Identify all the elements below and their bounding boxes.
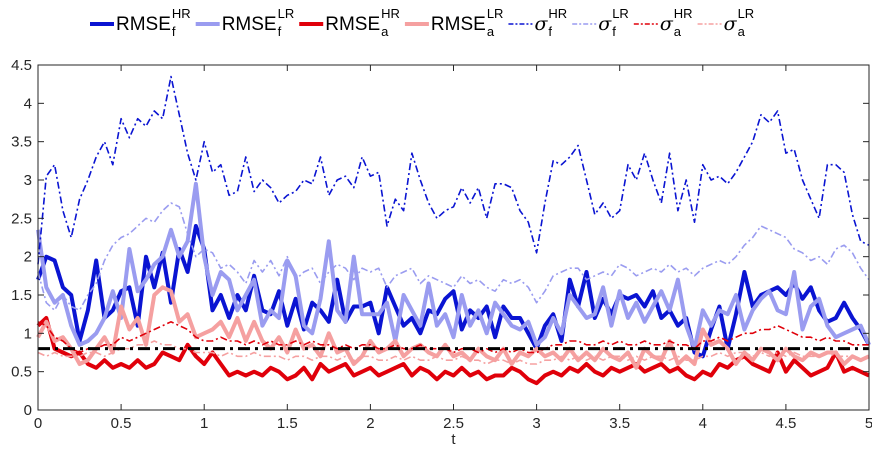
legend-superscript: LR [612,6,629,21]
x-tick-label: 1.5 [277,415,298,432]
series-line-4 [36,285,870,370]
legend-base: RMSE [325,14,380,35]
legend-subscript: f [548,24,552,39]
legend-item-8: σ LR a [697,6,755,39]
legend-superscript: LR [738,6,755,21]
y-tick-label: 4 [24,95,32,112]
series-group [36,75,871,386]
x-tick-label: 5 [865,415,872,432]
legend-base: σ [724,13,738,35]
legend-base: σ [598,13,612,35]
y-tick-label: 3 [24,172,32,189]
x-tick-label: 0 [34,415,42,432]
x-tick-label: 2.5 [443,415,464,432]
legend-item-5: σ HR f [508,6,567,39]
series-line-8 [37,340,870,365]
legend-base: RMSE [222,14,277,35]
series-line-1 [36,224,871,359]
x-tick-label: 4.5 [775,415,796,432]
legend-subscript: f [172,24,176,39]
legend-subscript: a [738,24,746,39]
legend-superscript: HR [548,6,567,21]
x-tick-label: 3 [532,415,540,432]
series-line-6 [37,202,870,312]
legend-subscript: f [612,24,616,39]
legend-base: σ [534,13,548,35]
x-tick-label: 0.5 [111,415,132,432]
legend-subscript: a [381,24,389,39]
x-tick-label: 2 [366,415,374,432]
x-tick-label: 3.5 [609,415,630,432]
x-axis-label: t [451,431,456,448]
y-tick-label: 0.5 [11,364,32,381]
y-axis: 0 0.5 1 1.5 2 2.5 3 3.5 4 4.5 [11,57,869,419]
legend-superscript: HR [172,6,191,21]
legend-superscript: LR [487,6,504,21]
legend-base: RMSE [116,14,171,35]
y-tick-label: 1.5 [11,287,32,304]
x-tick-label: 4 [699,415,707,432]
series-line-2 [36,181,871,351]
y-tick-label: 4.5 [11,57,32,74]
series-line-5 [37,75,870,265]
x-tick-label: 1 [200,415,208,432]
legend-subscript: a [487,24,495,39]
y-tick-label: 0 [24,402,32,419]
legend-superscript: HR [674,6,693,21]
legend-subscript: f [278,24,282,39]
legend-base: σ [660,13,674,35]
legend-item-7: σ HR a [633,6,693,39]
legend-superscript: LR [278,6,295,21]
y-tick-label: 1 [24,325,32,342]
legend-base: RMSE [431,14,486,35]
legend-superscript: HR [381,6,400,21]
legend-subscript: a [674,24,682,39]
y-tick-label: 3.5 [11,134,32,151]
series-line-7 [37,320,869,354]
y-tick-label: 2.5 [11,210,32,227]
y-tick-label: 2 [24,249,32,266]
x-axis: 0 0.5 1 1.5 2 2.5 3 3.5 4 4.5 5 [34,65,872,432]
series-line-3 [36,316,870,386]
legend-item-6: σ LR f [572,6,629,39]
